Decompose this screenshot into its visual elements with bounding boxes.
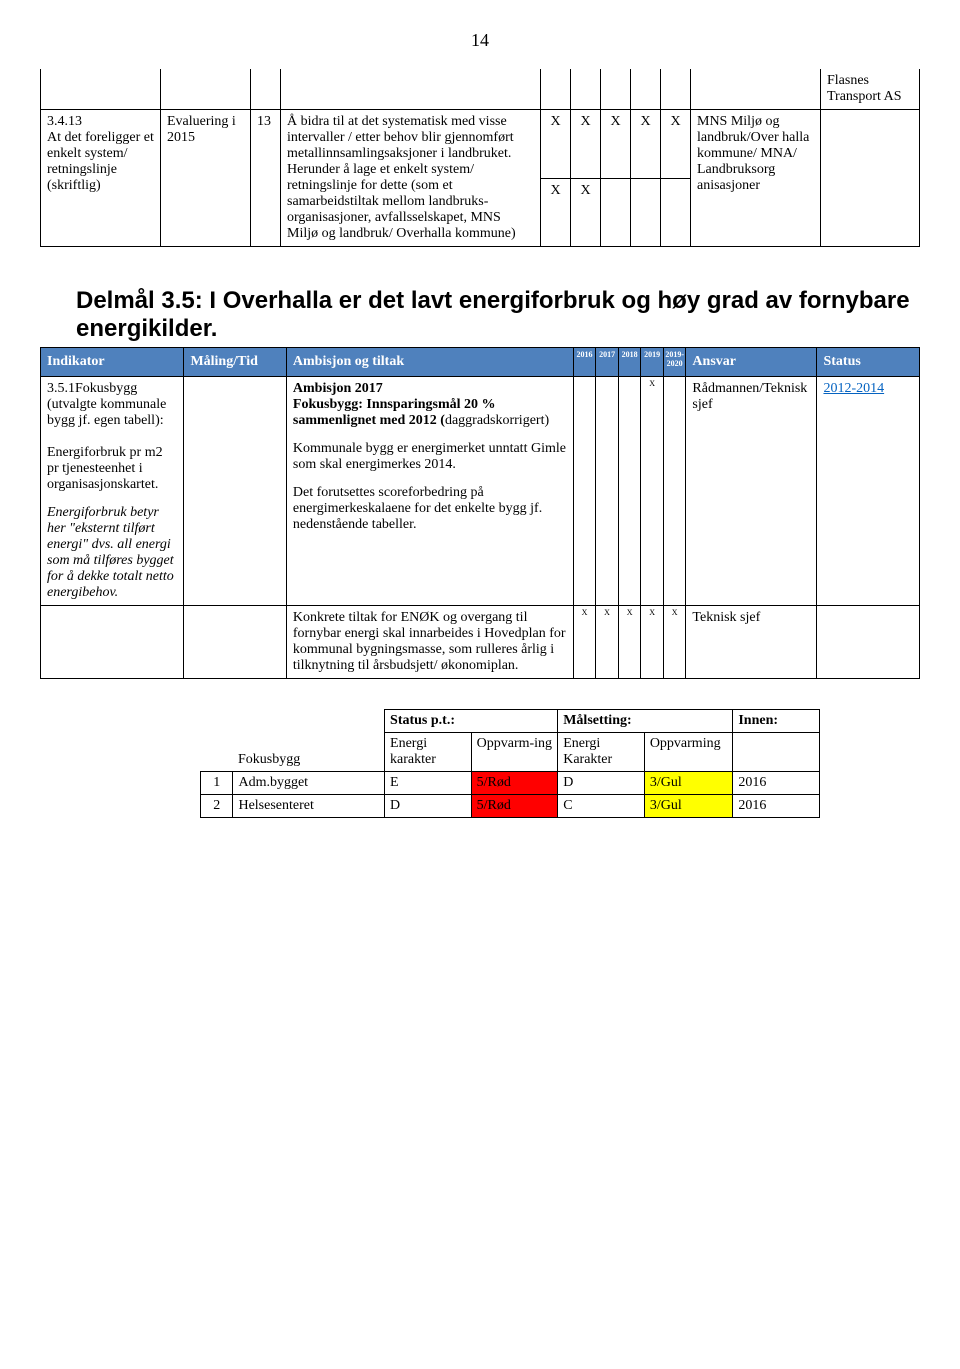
fokusbygg-label: Fokusbygg — [238, 752, 300, 767]
table-row: 3.4.13 At det foreligger et enkelt syste… — [41, 110, 920, 179]
cell-ov-red: 5/Rød — [471, 795, 558, 818]
table-row: Konkrete tiltak for ENØK og overgang til… — [41, 606, 920, 679]
row-num: 1 — [201, 772, 233, 795]
mark-cell: X — [641, 606, 664, 679]
mark-cell — [631, 178, 661, 247]
cell-ambisjon: Konkrete tiltak for ENØK og overgang til… — [286, 606, 573, 679]
th-energi-karakter: Energi karakter — [385, 733, 472, 772]
table-header-row: Indikator Måling/Tid Ambisjon og tiltak … — [41, 348, 920, 377]
amb-line-tail: daggradskorrigert) — [445, 413, 549, 428]
table-header-row: Status p.t.: Målsetting: Innen: — [201, 710, 820, 733]
indikator-italic: Energiforbruk betyr her "eksternt tilfør… — [47, 505, 174, 600]
table-row: 1 Adm.bygget E 5/Rød D 3/Gul 2016 — [201, 772, 820, 795]
section-title: Delmål 3.5: I Overhalla er det lavt ener… — [76, 287, 920, 343]
cell-ansvar: Rådmannen/Teknisk sjef — [686, 377, 817, 606]
cell-ov-red: 5/Rød — [471, 772, 558, 795]
th-innen: Innen: — [733, 710, 820, 733]
building-name: Helsesenteret — [233, 795, 385, 818]
mark-cell: X — [571, 110, 601, 179]
cell-indikator: 3.5.1Fokusbygg (utvalgte kommunale bygg … — [41, 377, 184, 606]
cell-responsible: MNS Miljø og landbruk/Over halla kommune… — [691, 110, 821, 247]
table-1: Flasnes Transport AS 3.4.13 At det forel… — [40, 69, 920, 247]
cell-status: 2012-2014 — [817, 377, 920, 606]
cell-ov2-yellow: 3/Gul — [644, 795, 733, 818]
amb-line: Kommunale bygg er energimerket unntatt G… — [293, 441, 566, 472]
th-status: Status — [817, 348, 920, 377]
cell-maling — [184, 377, 286, 606]
amb-head: Ambisjon 2017 — [293, 381, 383, 396]
cell-ansvar: Teknisk sjef — [686, 606, 817, 679]
cell-empty — [821, 110, 920, 247]
th-status-pt: Status p.t.: — [385, 710, 558, 733]
cell-ek: D — [385, 795, 472, 818]
cell-ov2-yellow: 3/Gul — [644, 772, 733, 795]
mark-cell — [618, 377, 641, 606]
mark-cell — [601, 178, 631, 247]
mark-cell: X — [541, 178, 571, 247]
mark-cell: X — [618, 606, 641, 679]
mark-cell: X — [661, 110, 691, 179]
cell-ek: E — [385, 772, 472, 795]
th-maling: Måling/Tid — [184, 348, 286, 377]
th-oppvarming-2: Oppvarming — [644, 733, 733, 772]
cell-innen: 2016 — [733, 772, 820, 795]
cell-empty — [733, 733, 820, 772]
amb-line: Det forutsettes scoreforbedring på energ… — [293, 485, 542, 532]
mark-cell: X — [663, 606, 686, 679]
mark-cell: X — [541, 110, 571, 179]
cell-innen: 2016 — [733, 795, 820, 818]
mark-cell: X — [596, 606, 619, 679]
top-right-cell: Flasnes Transport AS — [821, 69, 920, 110]
mark-cell: X — [571, 178, 601, 247]
table-2: Indikator Måling/Tid Ambisjon og tiltak … — [40, 347, 920, 679]
mark-cell: X — [641, 377, 664, 606]
th-energi-karakter-2: Energi Karakter — [558, 733, 645, 772]
building-name: Adm.bygget — [233, 772, 385, 795]
mark-cell: X — [631, 110, 661, 179]
table-row: 3.5.1Fokusbygg (utvalgte kommunale bygg … — [41, 377, 920, 606]
th-ambisjon: Ambisjon og tiltak — [286, 348, 573, 377]
mark-cell — [596, 377, 619, 606]
status-link[interactable]: 2012-2014 — [823, 381, 884, 396]
table-header-row: Fokusbygg Energi karakter Oppvarm-ing En… — [201, 733, 820, 772]
th-ansvar: Ansvar — [686, 348, 817, 377]
table-row: Flasnes Transport AS — [41, 69, 920, 110]
th-year: 2019 — [641, 348, 664, 377]
mark-cell — [573, 377, 596, 606]
th-year: 2016 — [573, 348, 596, 377]
cell-action: Å bidra til at det systematisk med visse… — [281, 110, 541, 247]
cell-num: 13 — [251, 110, 281, 247]
indikator-text: 3.5.1Fokusbygg (utvalgte kommunale bygg … — [47, 381, 166, 492]
row-num: 2 — [201, 795, 233, 818]
th-indikator: Indikator — [41, 348, 184, 377]
th-year: 2019-2020 — [663, 348, 686, 377]
mark-cell — [663, 377, 686, 606]
cell-empty — [817, 606, 920, 679]
cell-ek2: D — [558, 772, 645, 795]
table-row: 2 Helsesenteret D 5/Rød C 3/Gul 2016 — [201, 795, 820, 818]
cell-empty — [184, 606, 286, 679]
mark-cell: X — [601, 110, 631, 179]
mark-cell: X — [573, 606, 596, 679]
cell-evaluation: Evaluering i 2015 — [161, 110, 251, 247]
th-year: 2017 — [596, 348, 619, 377]
th-malsetting: Målsetting: — [558, 710, 733, 733]
cell-ek2: C — [558, 795, 645, 818]
th-oppvarming: Oppvarm-ing — [471, 733, 558, 772]
cell-empty — [41, 606, 184, 679]
th-year: 2018 — [618, 348, 641, 377]
table-3: Status p.t.: Målsetting: Innen: Fokusbyg… — [200, 709, 820, 818]
cell-ambisjon: Ambisjon 2017 Fokusbygg: Innsparingsmål … — [286, 377, 573, 606]
mark-cell — [661, 178, 691, 247]
cell-indicator: 3.4.13 At det foreligger et enkelt syste… — [41, 110, 161, 247]
page-number: 14 — [40, 30, 920, 51]
